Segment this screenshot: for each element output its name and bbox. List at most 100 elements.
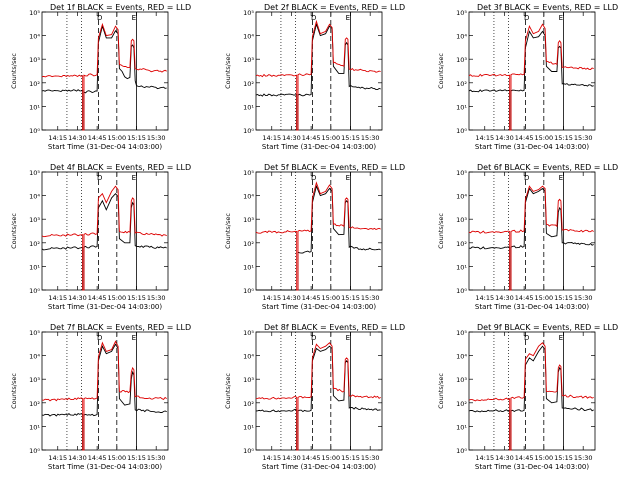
y-axis-label: Counts/sec: [437, 373, 445, 409]
y-tick-label: 10⁰: [29, 287, 40, 295]
y-tick-label: 10¹: [456, 103, 467, 111]
interval-marker-label: E: [132, 174, 136, 182]
y-tick-label: 10⁴: [29, 193, 40, 201]
y-tick-label: 10⁵: [243, 329, 254, 337]
x-tick-label: 15:30: [574, 134, 593, 142]
x-axis-label: Start Time (31-Dec-04 14:03:00): [475, 143, 589, 151]
x-tick-label: 15:30: [147, 454, 166, 462]
x-axis-label: Start Time (31-Dec-04 14:03:00): [262, 303, 376, 311]
x-tick-label: 15:15: [127, 134, 146, 142]
panel-title: Det 5f BLACK = Events, RED = LLD: [264, 163, 405, 172]
y-tick-label: 10¹: [29, 423, 40, 431]
detector-panel: Det 8f BLACK = Events, RED = LLD 10⁰ 10¹ 10…: [224, 323, 405, 471]
detector-panel: Det 2f BLACK = Events, RED = LLD 10⁰ 10¹ 10…: [224, 3, 405, 151]
y-axis-label: Counts/sec: [224, 213, 232, 249]
plot-frame: [41, 331, 169, 451]
interval-marker-label: D: [97, 174, 102, 182]
y-axis-label: Counts/sec: [10, 373, 18, 409]
y-axis-label: Counts/sec: [224, 373, 232, 409]
y-axis-label: Counts/sec: [437, 213, 445, 249]
x-tick-label: 14:30: [282, 294, 301, 302]
plot-frame: [41, 171, 169, 291]
y-tick-label: 10⁵: [456, 9, 467, 17]
detector-panel: Det 7f BLACK = Events, RED = LLD 10⁰ 10¹ 10…: [10, 323, 191, 471]
x-axis-label: Start Time (31-Dec-04 14:03:00): [475, 463, 589, 471]
x-tick-label: 14:45: [515, 294, 534, 302]
y-tick-label: 10¹: [243, 103, 254, 111]
detector-panel: Det 5f BLACK = Events, RED = LLD 10⁰ 10¹ 10…: [224, 163, 405, 311]
y-tick-label: 10⁰: [29, 447, 40, 455]
x-tick-label: 14:30: [68, 134, 87, 142]
y-tick-label: 10⁵: [29, 9, 40, 17]
plot-frame: [468, 11, 596, 131]
x-tick-label: 15:15: [554, 454, 573, 462]
series-line: [468, 345, 594, 451]
plot-frame: [255, 11, 383, 131]
x-tick-label: 14:30: [68, 294, 87, 302]
y-tick-label: 10⁵: [243, 169, 254, 177]
series-line: [41, 24, 167, 131]
detector-panel: Det 6f BLACK = Events, RED = LLD 10⁰ 10¹ 10…: [437, 163, 618, 311]
y-tick-label: 10⁰: [456, 447, 467, 455]
y-tick-label: 10³: [456, 56, 467, 64]
y-tick-label: 10²: [456, 240, 467, 248]
x-axis-label: Start Time (31-Dec-04 14:03:00): [48, 463, 162, 471]
interval-marker-label: D: [311, 14, 316, 22]
y-tick-label: 10²: [29, 240, 40, 248]
x-tick-label: 15:15: [341, 294, 360, 302]
y-tick-label: 10⁰: [243, 127, 254, 135]
series-line: [41, 22, 167, 131]
interval-marker-label: E: [132, 334, 136, 342]
series-line: [41, 185, 167, 291]
y-tick-label: 10¹: [243, 263, 254, 271]
y-tick-label: 10⁵: [456, 169, 467, 177]
y-tick-label: 10⁴: [29, 33, 40, 41]
y-tick-label: 10²: [243, 80, 254, 88]
y-tick-label: 10³: [243, 216, 254, 224]
series-line: [256, 184, 381, 291]
interval-marker-label: D: [311, 174, 316, 182]
series-line: [41, 343, 167, 451]
y-axis-label: Counts/sec: [437, 53, 445, 89]
x-axis-label: Start Time (31-Dec-04 14:03:00): [262, 463, 376, 471]
y-tick-label: 10³: [29, 56, 40, 64]
interval-marker-label: D: [97, 334, 102, 342]
interval-marker-label: D: [97, 14, 102, 22]
y-tick-label: 10³: [456, 216, 467, 224]
x-tick-label: 15:15: [127, 294, 146, 302]
plot-frame: [468, 331, 596, 451]
x-tick-label: 15:15: [341, 454, 360, 462]
x-tick-label: 15:30: [147, 294, 166, 302]
x-tick-label: 14:15: [262, 294, 281, 302]
y-tick-label: 10³: [243, 376, 254, 384]
y-tick-label: 10³: [29, 216, 40, 224]
panel-title: Det 2f BLACK = Events, RED = LLD: [264, 3, 405, 12]
x-tick-label: 14:45: [515, 454, 534, 462]
y-tick-label: 10⁴: [456, 353, 467, 361]
x-tick-label: 15:15: [554, 294, 573, 302]
series-line: [41, 340, 167, 451]
x-axis-label: Start Time (31-Dec-04 14:03:00): [48, 143, 162, 151]
y-tick-label: 10⁴: [456, 33, 467, 41]
x-tick-label: 15:15: [554, 134, 573, 142]
detector-panel: Det 4f BLACK = Events, RED = LLD 10⁰ 10¹ 10…: [10, 163, 191, 311]
x-tick-label: 14:30: [282, 134, 301, 142]
panel-title: Det 9f BLACK = Events, RED = LLD: [477, 323, 618, 332]
y-tick-label: 10⁵: [29, 169, 40, 177]
x-tick-label: 14:45: [302, 294, 321, 302]
y-tick-label: 10⁰: [456, 127, 467, 135]
y-tick-label: 10⁴: [29, 353, 40, 361]
interval-marker-label: D: [524, 334, 529, 342]
y-tick-label: 10⁵: [29, 329, 40, 337]
panel-title: Det 6f BLACK = Events, RED = LLD: [477, 163, 618, 172]
series-line: [468, 30, 594, 131]
x-tick-label: 15:30: [361, 294, 380, 302]
x-tick-label: 15:00: [534, 454, 553, 462]
detector-panel: Det 3f BLACK = Events, RED = LLD 10⁰ 10¹ 10…: [437, 3, 618, 151]
interval-marker-label: D: [311, 334, 316, 342]
x-tick-label: 14:15: [48, 134, 67, 142]
x-tick-label: 15:00: [321, 134, 340, 142]
x-tick-label: 15:00: [534, 134, 553, 142]
x-tick-label: 14:15: [475, 454, 494, 462]
y-tick-label: 10²: [243, 240, 254, 248]
